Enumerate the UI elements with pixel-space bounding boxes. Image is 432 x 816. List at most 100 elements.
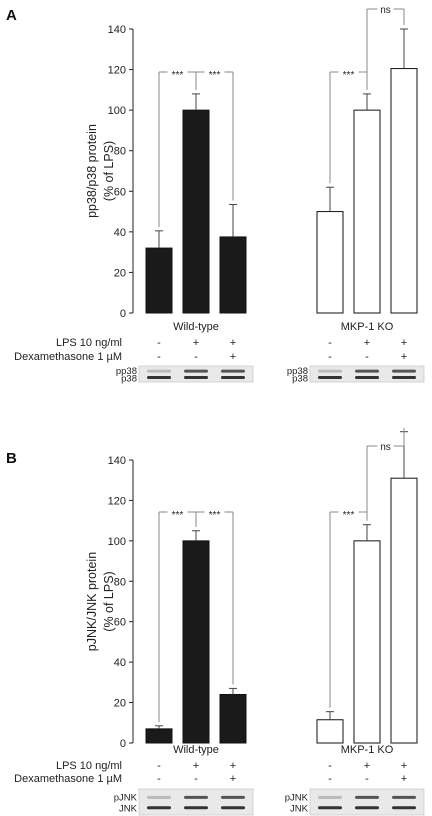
- bar: [316, 211, 344, 314]
- blot-band-bottom: [318, 376, 342, 380]
- sig-label: ***: [209, 70, 221, 81]
- blot-band-top: [147, 369, 171, 373]
- dex-mark: -: [365, 351, 369, 363]
- y-axis-title-unit: (% of LPS): [102, 141, 116, 201]
- blot-band-top: [184, 369, 208, 373]
- sig-label: ***: [172, 510, 184, 521]
- y-tick-label: 140: [108, 455, 126, 467]
- lps-row-label: LPS 10 ng/ml: [56, 760, 122, 772]
- blot-band-bottom: [355, 806, 379, 810]
- blot-image: [309, 365, 425, 383]
- y-tick-label: 80: [114, 576, 126, 588]
- group-label: Wild-type: [173, 744, 219, 756]
- y-tick-label: 120: [108, 495, 126, 507]
- blot-band-top: [318, 795, 342, 799]
- dex-mark: -: [194, 773, 198, 785]
- blot-band-top: [184, 795, 208, 799]
- blot-image: [309, 788, 425, 816]
- blot-band-top: [355, 369, 379, 373]
- y-axis-title: pp38/p38 protein: [85, 124, 99, 218]
- blot-band-bottom: [392, 806, 416, 810]
- lps-mark: -: [157, 337, 161, 349]
- lps-mark: +: [401, 760, 407, 772]
- sig-label-bg: [167, 66, 188, 77]
- sig-label: ***: [209, 510, 221, 521]
- lps-mark: +: [193, 760, 199, 772]
- y-tick-label: 40: [114, 227, 126, 239]
- dex-row-label: Dexamethasone 1 µM: [14, 773, 122, 785]
- bar: [353, 540, 381, 744]
- bar: [182, 540, 210, 744]
- blot-image: [138, 365, 254, 383]
- group-label: MKP-1 KO: [341, 321, 394, 333]
- blot-band-top: [355, 795, 379, 799]
- lps-mark: +: [230, 337, 236, 349]
- blot-band-top: [318, 369, 342, 373]
- bar: [390, 68, 418, 314]
- y-tick-label: 140: [108, 24, 126, 36]
- bar: [145, 247, 173, 314]
- sig-label-bg: [377, 3, 394, 14]
- y-tick-label: 60: [114, 186, 126, 198]
- y-tick-label: 80: [114, 146, 126, 158]
- sig-label: ***: [172, 70, 184, 81]
- blot-band-bottom: [355, 376, 379, 380]
- y-tick-label: 100: [108, 536, 126, 548]
- lps-row-label: LPS 10 ng/ml: [56, 337, 122, 349]
- dex-mark: +: [401, 351, 407, 363]
- blot-band-bottom: [392, 376, 416, 380]
- bar: [145, 728, 173, 744]
- y-tick-label: 100: [108, 105, 126, 117]
- dex-row-label: Dexamethasone 1 µM: [14, 351, 122, 363]
- blot-label-bottom: p38: [292, 374, 308, 385]
- lps-mark: -: [328, 760, 332, 772]
- dex-mark: -: [194, 351, 198, 363]
- y-tick-label: 60: [114, 617, 126, 629]
- sig-label-bg: [377, 440, 394, 451]
- dex-mark: -: [157, 773, 161, 785]
- dex-mark: +: [230, 351, 236, 363]
- panel-letter: B: [6, 450, 17, 467]
- blot-band-bottom: [221, 376, 245, 380]
- lps-mark: +: [364, 337, 370, 349]
- lps-mark: -: [328, 337, 332, 349]
- bar: [219, 693, 247, 744]
- sig-label: ***: [343, 510, 355, 521]
- dex-mark: -: [365, 773, 369, 785]
- blot-band-top: [392, 369, 416, 373]
- dex-mark: -: [328, 351, 332, 363]
- y-tick-label: 20: [114, 698, 126, 710]
- sig-label-bg: [167, 506, 188, 517]
- dex-mark: -: [328, 773, 332, 785]
- y-axis-title-unit: (% of LPS): [102, 571, 116, 631]
- sig-label-bg: [204, 66, 225, 77]
- bar: [353, 109, 381, 314]
- dex-mark: +: [401, 773, 407, 785]
- blot-label-top: pp38: [287, 366, 308, 377]
- lps-mark: +: [401, 337, 407, 349]
- y-tick-label: 0: [120, 308, 126, 320]
- lps-mark: +: [364, 760, 370, 772]
- panel-a: A 0 20 40 60 80 100 120 140 pp38/p38 protein (% of…: [6, 3, 425, 385]
- bar: [390, 477, 418, 744]
- group-label: MKP-1 KO: [341, 744, 394, 756]
- blot-band-top: [221, 795, 245, 799]
- blot-band-bottom: [318, 806, 342, 810]
- blot-band-bottom: [147, 806, 171, 810]
- blot-label-bottom: JNK: [290, 804, 309, 815]
- sig-label-bg: [338, 66, 359, 77]
- blot-band-bottom: [221, 806, 245, 810]
- lps-mark: -: [157, 760, 161, 772]
- blot-band-bottom: [184, 806, 208, 810]
- blot-label-bottom: p38: [121, 374, 137, 385]
- blot-band-top: [392, 795, 416, 799]
- dex-mark: +: [230, 773, 236, 785]
- panel-letter: A: [6, 7, 17, 24]
- sig-label: ns: [380, 442, 391, 453]
- sig-label-bg: [338, 506, 359, 517]
- y-tick-label: 0: [120, 738, 126, 750]
- blot-label-top: pp38: [116, 366, 137, 377]
- group-label: Wild-type: [173, 321, 219, 333]
- sig-label: ns: [380, 5, 391, 16]
